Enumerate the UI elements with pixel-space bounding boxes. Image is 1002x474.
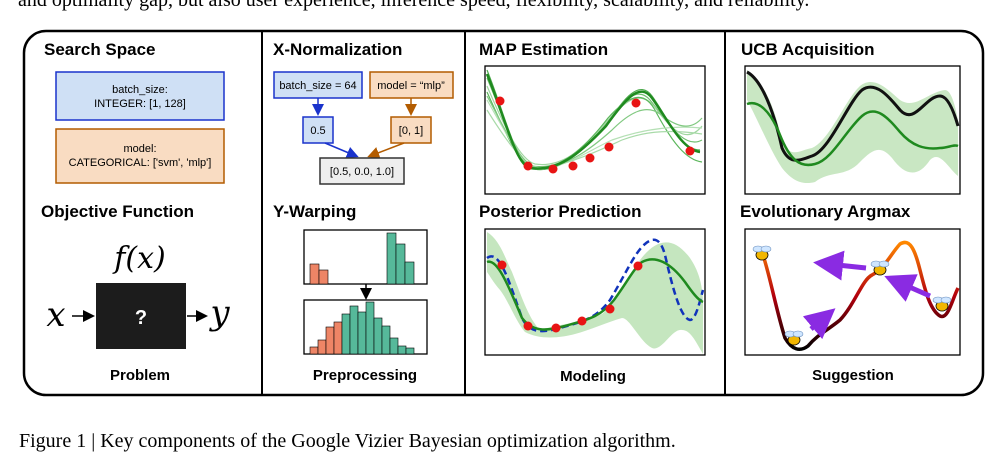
observation-point [685,146,695,156]
raw-bar [404,261,415,285]
evo-arrows [802,250,932,340]
observation-point [631,98,641,108]
raw-bar [309,263,320,285]
raw-bar [318,269,329,285]
warped-bar [389,337,399,355]
param-model-values: CATEGORICAL: ['svm', 'mlp'] [69,157,212,169]
evo-landscape-curve [760,240,960,352]
model-value-text: model = “mlp” [377,80,445,92]
figure-frame [22,29,985,397]
x-input-label: x [46,295,65,335]
raw-bar [386,232,397,285]
suggestion-label: Suggestion [812,367,894,384]
map-plot-frame [484,65,706,195]
posterior-prediction-title: Posterior Prediction [479,202,641,221]
observation-point [605,304,615,314]
preceding-body-text: and optimality gap, but also user experi… [18,0,810,11]
y-warping-title: Y-Warping [273,202,356,221]
posterior-observations [497,260,643,333]
map-curve [486,95,703,169]
onehot-box [390,116,432,144]
posterior-true-function [486,238,705,333]
posterior-mean-curve [486,258,704,331]
raw-histogram-bars [309,232,415,285]
observation-point [604,142,614,152]
warped-bar [365,301,375,355]
warped-bar [357,311,367,355]
warped-bar [381,325,391,355]
bee-icon [784,330,804,346]
observation-point [495,96,505,106]
posterior-uncertainty-band [487,232,703,354]
param-box-model [55,128,225,184]
model-value-box [369,71,454,99]
onehot-text: [0, 1] [399,125,423,137]
warped-histogram-bars [309,301,415,355]
bee-icon [752,245,772,261]
ucb-acquisition-curve [746,70,960,162]
batch-value-text: batch_size = 64 [279,80,356,92]
ucb-mean-curve [746,101,959,167]
fx-label: f(x) [112,241,165,276]
evo-arrow [884,274,932,302]
warped-bar [349,305,359,355]
black-box-question: ? [135,307,147,329]
warped-bar [309,346,319,355]
map-estimation-title: MAP Estimation [479,40,608,59]
warped-bar [325,326,335,355]
warped-bar [317,339,327,355]
param-batch-size-range: INTEGER: [1, 128] [94,98,186,110]
observation-point [585,153,595,163]
observation-point [548,164,558,174]
param-box-batch-size [55,71,225,121]
vector-box [319,157,405,185]
x-normalization-title: X-Normalization [273,40,402,59]
evolutionary-argmax-title: Evolutionary Argmax [740,202,911,221]
observation-point [497,260,507,270]
raw-bar [395,243,406,285]
problem-label: Problem [110,367,170,384]
preprocessing-label: Preprocessing [313,367,417,384]
norm-merge-arrow [324,142,359,159]
warped-bar [397,345,407,355]
vector-text: [0.5, 0.0, 1.0] [330,166,394,178]
warped-bar [405,347,415,355]
bee-icon [870,260,890,276]
warped-bar [333,321,343,355]
warped-bar [341,313,351,355]
observation-point [523,161,533,171]
search-space-title: Search Space [44,40,156,59]
y-output-label: y [208,293,230,333]
normalized-box [302,116,334,144]
observation-point [551,323,561,333]
warped-bar [373,317,383,355]
bee-icon [932,296,952,312]
observation-point [568,161,578,171]
param-batch-size-name: batch_size: [112,84,168,96]
black-box [96,283,186,349]
modeling-label: Modeling [560,368,626,385]
observation-point [577,316,587,326]
observation-point [523,321,533,331]
observation-point [633,261,643,271]
map-observations [495,96,695,174]
ucb-acquisition-title: UCB Acquisition [741,40,874,59]
evo-arrow [802,308,836,340]
map-main-curve [485,73,701,170]
objective-function-title: Objective Function [41,202,194,221]
param-model-name: model: [123,143,156,155]
evo-arrow [813,250,867,281]
onehot-merge-arrow [367,142,405,159]
figure-caption: Figure 1 | Key components of the Google … [19,430,676,452]
normalized-text: 0.5 [310,125,325,137]
batch-value-box [273,71,363,99]
